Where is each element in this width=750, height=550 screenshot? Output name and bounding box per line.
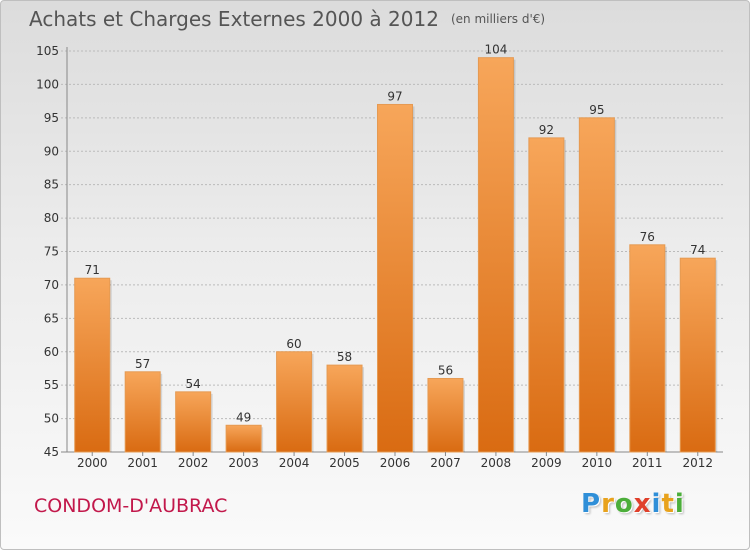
y-tick-label: 50 bbox=[44, 412, 59, 426]
x-tick-label: 2004 bbox=[279, 456, 310, 470]
bar-value-label: 76 bbox=[640, 230, 655, 244]
chart-title-text: Achats et Charges Externes 2000 à 2012 bbox=[29, 7, 439, 31]
town-name: CONDOM-D'AUBRAC bbox=[34, 495, 228, 517]
bar bbox=[225, 424, 262, 453]
y-tick-label: 70 bbox=[44, 278, 59, 292]
y-tick-label: 90 bbox=[44, 144, 59, 158]
x-tick-label: 2010 bbox=[582, 456, 613, 470]
bar bbox=[74, 277, 111, 453]
bar-value-label: 49 bbox=[236, 410, 251, 424]
bar-value-label: 97 bbox=[387, 89, 402, 103]
x-tick-label: 2011 bbox=[632, 456, 663, 470]
y-tick-label: 45 bbox=[44, 445, 59, 459]
logo-letter: P bbox=[581, 489, 602, 519]
bar-value-label: 71 bbox=[85, 263, 100, 277]
bar bbox=[528, 137, 565, 453]
bar-value-label: 104 bbox=[484, 43, 507, 57]
bar bbox=[175, 391, 212, 453]
logo-letter: x bbox=[633, 489, 652, 519]
x-tick-label: 2005 bbox=[329, 456, 360, 470]
y-tick-label: 100 bbox=[36, 77, 59, 91]
bar bbox=[377, 103, 413, 453]
x-tick-label: 2002 bbox=[178, 456, 209, 470]
x-tick-label: 2001 bbox=[127, 456, 158, 470]
y-tick-label: 95 bbox=[44, 111, 59, 125]
bar bbox=[427, 377, 464, 453]
y-tick-label: 65 bbox=[44, 311, 59, 325]
chart-title: Achats et Charges Externes 2000 à 2012 (e… bbox=[29, 7, 545, 31]
logo-letter: i bbox=[674, 489, 685, 519]
x-tick-label: 2003 bbox=[228, 456, 259, 470]
bar-value-label: 56 bbox=[438, 363, 453, 377]
x-tick-label: 2007 bbox=[430, 456, 461, 470]
logo-letter: i bbox=[651, 489, 662, 519]
logo-letter: r bbox=[601, 489, 615, 519]
bar bbox=[578, 117, 615, 453]
bar-value-label: 74 bbox=[690, 243, 705, 257]
bar bbox=[629, 244, 666, 453]
logo-letter: o bbox=[614, 489, 634, 519]
bar bbox=[276, 351, 313, 453]
bar-value-label: 58 bbox=[337, 350, 352, 364]
x-tick-label: 2006 bbox=[380, 456, 411, 470]
y-tick-label: 85 bbox=[44, 178, 59, 192]
bar bbox=[477, 57, 514, 453]
bar-value-label: 95 bbox=[589, 103, 604, 117]
bar-value-label: 92 bbox=[539, 123, 554, 137]
y-tick-label: 105 bbox=[36, 44, 59, 58]
x-tick-label: 2012 bbox=[682, 456, 713, 470]
bar-value-label: 54 bbox=[186, 377, 201, 391]
bar bbox=[326, 364, 363, 453]
y-tick-label: 55 bbox=[44, 378, 59, 392]
bar bbox=[124, 371, 161, 453]
logo-letter: t bbox=[661, 489, 675, 519]
x-tick-label: 2000 bbox=[77, 456, 108, 470]
proxiti-logo: Proxiti bbox=[581, 489, 685, 519]
y-tick-label: 80 bbox=[44, 211, 59, 225]
x-tick-label: 2009 bbox=[531, 456, 562, 470]
bar-value-label: 60 bbox=[286, 337, 301, 351]
bar bbox=[679, 257, 716, 453]
y-tick-label: 75 bbox=[44, 245, 59, 259]
y-tick-label: 60 bbox=[44, 345, 59, 359]
bar-value-label: 57 bbox=[135, 357, 150, 371]
chart-unit: (en milliers d'€) bbox=[450, 12, 546, 26]
x-tick-label: 2008 bbox=[481, 456, 512, 470]
